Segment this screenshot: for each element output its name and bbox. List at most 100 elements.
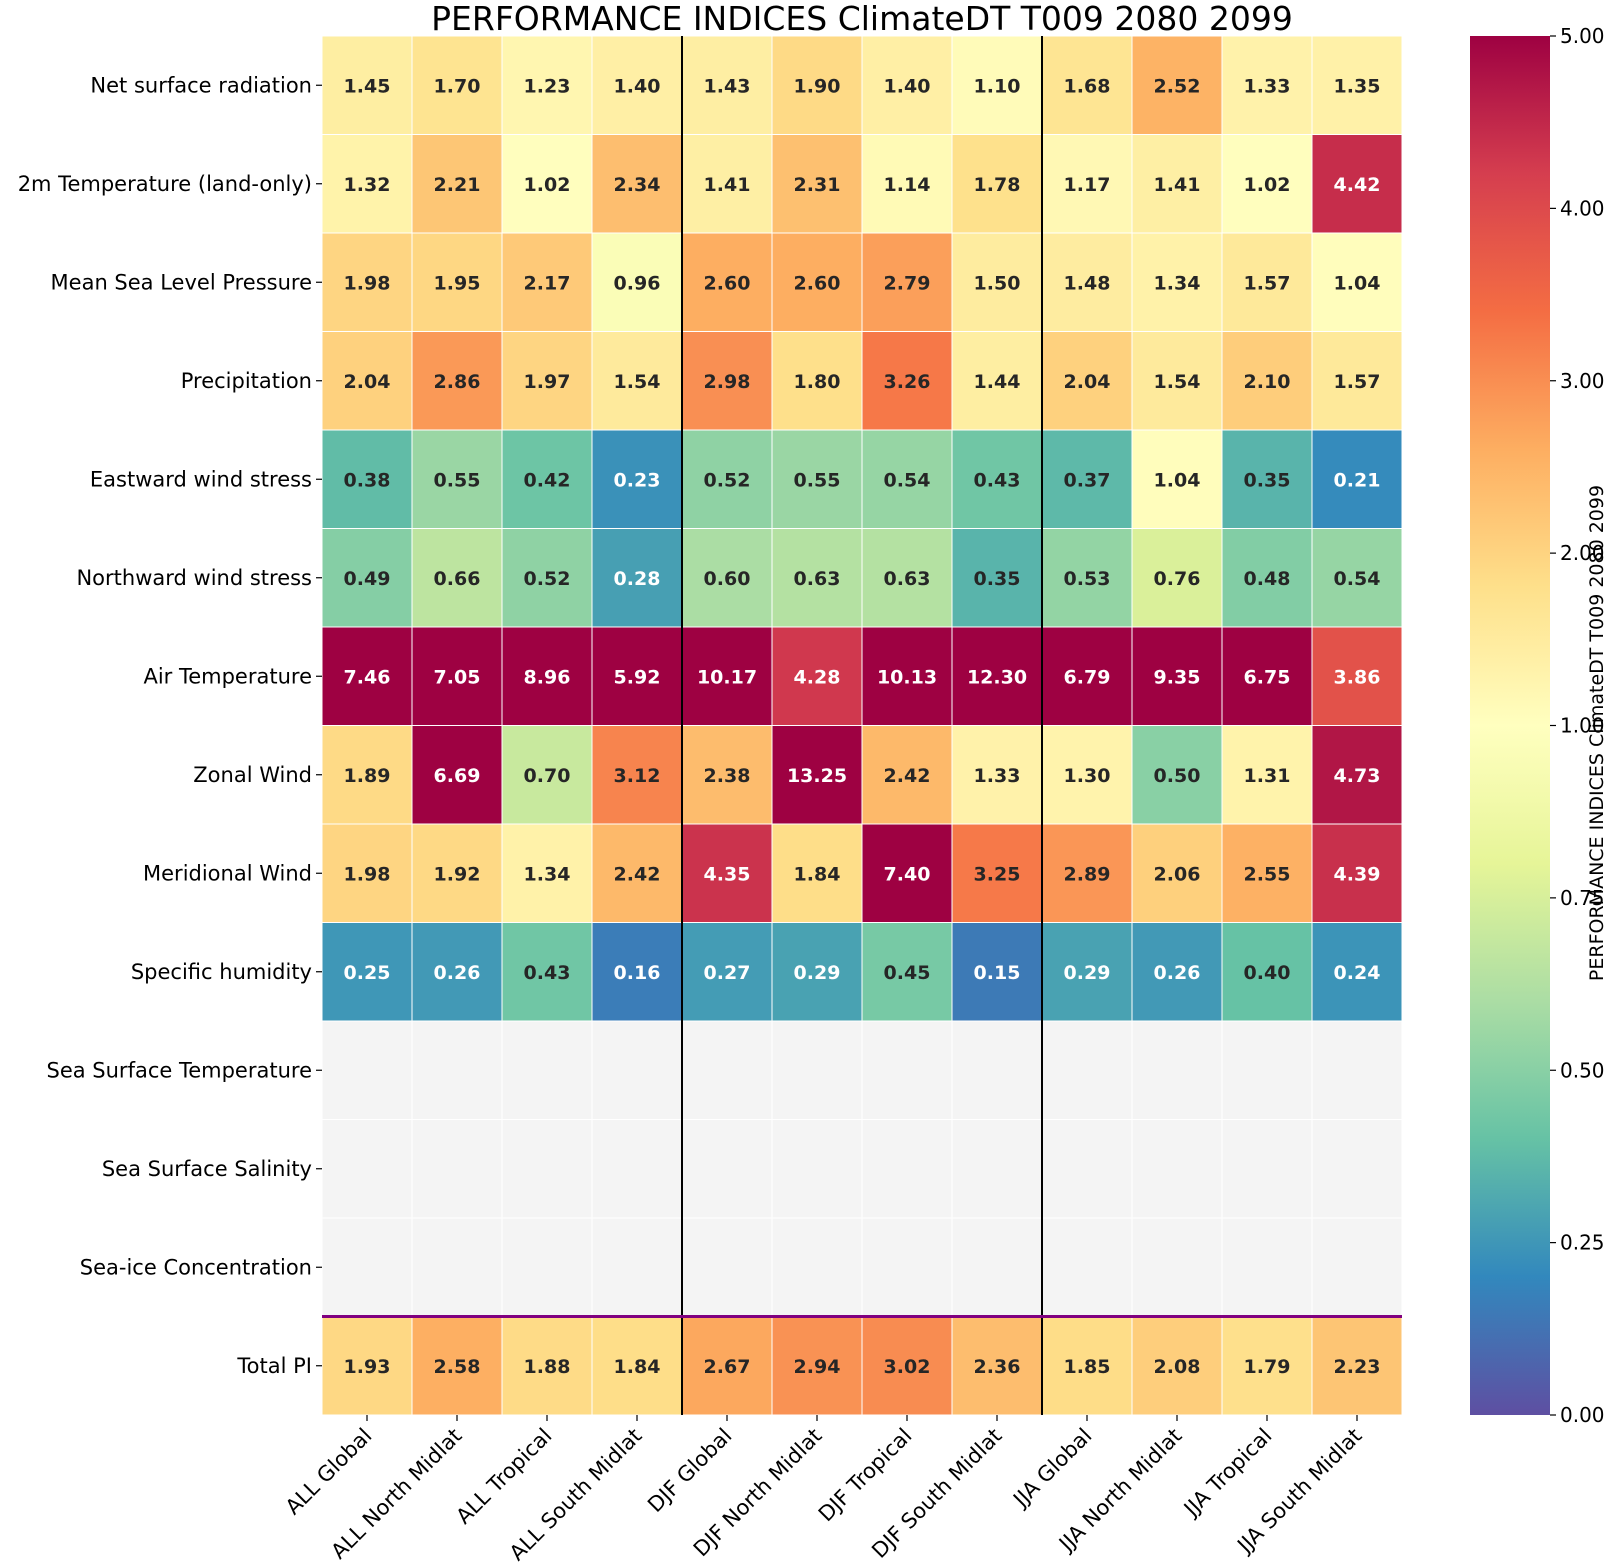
cell-value-label: 2.08 [1154, 1356, 1201, 1378]
heatmap-cell [321, 1020, 413, 1120]
heatmap-cell [951, 134, 1043, 234]
cell-value-label: 0.55 [434, 469, 481, 491]
cell-value-label: 0.60 [704, 568, 751, 590]
group-separators [322, 36, 1402, 1415]
heatmap-cell [501, 35, 593, 135]
cell-value-label: 2.98 [704, 371, 751, 393]
heatmap-cell [861, 922, 953, 1022]
cell-value-label: 6.79 [1064, 666, 1111, 688]
heatmap-cell [501, 1119, 593, 1219]
cell-value-label: 1.40 [884, 75, 931, 97]
heatmap-cell [1221, 1217, 1313, 1317]
heatmap-cell [861, 823, 953, 923]
heatmap-cell [321, 1316, 413, 1416]
cell-value-label: 1.98 [344, 272, 391, 294]
heatmap-cell [951, 1316, 1043, 1416]
cell-value-label: 1.23 [524, 75, 571, 97]
cell-value-label: 13.25 [787, 765, 847, 787]
heatmap-cell [591, 232, 683, 332]
heatmap-cell [1311, 528, 1403, 628]
heatmap-cell [861, 1316, 953, 1416]
heatmap-cell [321, 429, 413, 529]
heatmap-cell [591, 823, 683, 923]
heatmap-cell [771, 823, 863, 923]
cell-value-label: 4.35 [704, 863, 751, 885]
heatmap-cell [591, 528, 683, 628]
heatmap-cell [411, 134, 503, 234]
heatmap-cell [1221, 922, 1313, 1022]
cell-value-label: 0.53 [1064, 568, 1111, 590]
cell-value-label: 1.70 [434, 75, 481, 97]
heatmap-cell [1311, 1119, 1403, 1219]
cell-value-label: 1.04 [1334, 272, 1381, 294]
cell-value-label: 1.50 [974, 272, 1021, 294]
cell-value-label: 1.32 [344, 174, 391, 196]
cell-value-label: 2.55 [1244, 863, 1291, 885]
heatmap-cell [1131, 1020, 1223, 1120]
cell-value-label: 0.55 [794, 469, 841, 491]
heatmap-cell [771, 1119, 863, 1219]
cell-value-label: 0.96 [614, 272, 661, 294]
heatmap-cell [1131, 1119, 1223, 1219]
heatmap-cell [1041, 134, 1133, 234]
heatmap-cell [951, 1119, 1043, 1219]
cell-value-label: 2.23 [1334, 1356, 1381, 1378]
cell-value-label: 1.89 [344, 765, 391, 787]
cell-value-label: 0.28 [614, 568, 661, 590]
cell-value-label: 0.63 [884, 568, 931, 590]
cell-value-label: 0.43 [974, 469, 1021, 491]
heatmap-cell [771, 626, 863, 726]
cell-value-label: 1.54 [1154, 371, 1201, 393]
heatmap-cell [1041, 823, 1133, 923]
cell-value-label: 4.73 [1334, 765, 1381, 787]
heatmap-cell [681, 1020, 773, 1120]
cell-value-label: 0.52 [704, 469, 751, 491]
row-label: 2m Temperature (land-only) [18, 172, 312, 196]
colorbar-tick-label: 0.00 [1560, 1403, 1605, 1427]
cell-value-label: 0.29 [794, 962, 841, 984]
cell-value-label: 0.48 [1244, 568, 1291, 590]
heatmap-cell [1221, 725, 1313, 825]
heatmap-cell [951, 528, 1043, 628]
cell-value-label: 1.02 [1244, 174, 1291, 196]
cell-value-label: 1.04 [1154, 469, 1201, 491]
cell-value-label: 1.78 [974, 174, 1021, 196]
cell-value-label: 4.39 [1334, 863, 1381, 885]
cell-value-label: 1.41 [704, 174, 751, 196]
heatmap-cell [771, 1316, 863, 1416]
heatmap-cell [321, 823, 413, 923]
heatmap-cell [1221, 626, 1313, 726]
cell-value-label: 5.92 [614, 666, 661, 688]
cell-value-label: 1.45 [344, 75, 391, 97]
heatmap-cell [681, 1217, 773, 1317]
cell-value-label: 2.42 [614, 863, 661, 885]
cell-value-label: 1.80 [794, 371, 841, 393]
heatmap-cell [591, 1119, 683, 1219]
heatmap-cell [591, 725, 683, 825]
cell-value-label: 1.40 [614, 75, 661, 97]
heatmap-cell [321, 331, 413, 431]
cell-value-label: 2.89 [1064, 863, 1111, 885]
heatmap-cell [681, 35, 773, 135]
cell-value-label: 10.17 [697, 666, 757, 688]
row-label: Meridional Wind [143, 861, 312, 885]
cell-value-label: 1.54 [614, 371, 661, 393]
cell-value-label: 9.35 [1154, 666, 1201, 688]
heatmap-cell [951, 1217, 1043, 1317]
heatmap-cell [681, 922, 773, 1022]
heatmap-cell [1221, 134, 1313, 234]
heatmap-cell [321, 134, 413, 234]
cell-value-label: 0.26 [434, 962, 481, 984]
heatmap-cell [501, 134, 593, 234]
heatmap-cell [861, 725, 953, 825]
heatmap-cell [861, 331, 953, 431]
heatmap-cell [411, 1119, 503, 1219]
heatmap-cell [951, 823, 1043, 923]
heatmap-cell [681, 232, 773, 332]
cell-value-label: 2.36 [974, 1356, 1021, 1378]
cell-value-label: 2.06 [1154, 863, 1201, 885]
cell-value-label: 1.17 [1064, 174, 1111, 196]
heatmap-cell [411, 331, 503, 431]
cell-value-label: 1.97 [524, 371, 571, 393]
cell-value-label: 0.40 [1244, 962, 1291, 984]
